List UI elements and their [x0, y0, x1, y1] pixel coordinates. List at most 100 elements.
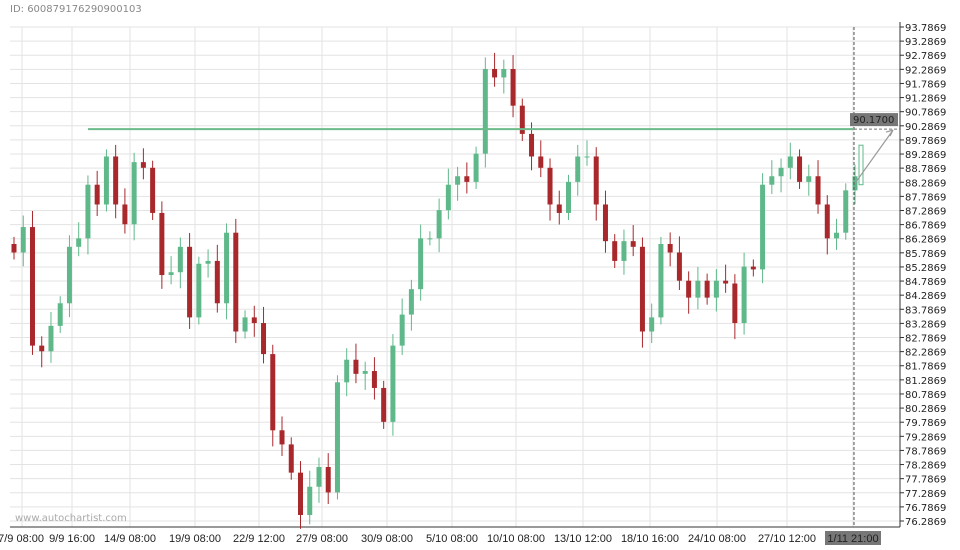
x-tick-label: 30/9 08:00: [361, 533, 413, 545]
y-tick-label: 78.2869: [905, 461, 946, 472]
y-tick-label: 80.7869: [905, 390, 946, 401]
candle-body: [732, 283, 738, 324]
y-tick-label: 80.2869: [905, 404, 946, 415]
resistance-label: 90.1700: [853, 115, 894, 126]
y-tick-label: 81.2869: [905, 376, 946, 387]
y-tick-label: 82.7869: [905, 334, 946, 345]
x-tick-label: 10/10 08:00: [487, 533, 545, 545]
candle-body: [353, 359, 359, 374]
candle-body: [538, 156, 544, 168]
x-tick-label: 27/9 08:00: [296, 533, 348, 545]
y-tick-label: 92.2869: [905, 65, 946, 76]
candle-body: [399, 314, 405, 346]
y-tick-label: 84.7869: [905, 277, 946, 288]
x-tick-label: 19/9 08:00: [169, 533, 221, 545]
candle-body: [686, 280, 692, 298]
current-time-badge: [825, 531, 881, 545]
candle-body: [122, 204, 128, 225]
candle-body: [39, 345, 45, 352]
y-tick-label: 76.7869: [905, 503, 946, 514]
candle-body: [584, 156, 590, 158]
candle-body: [566, 181, 572, 213]
candle-body: [205, 260, 211, 264]
x-tick-label: 22/9 12:00: [233, 533, 285, 545]
y-tick-label: 87.2869: [905, 206, 946, 217]
x-tick-label: 14/9 08:00: [104, 533, 156, 545]
y-tick-label: 88.2869: [905, 178, 946, 189]
candle-body: [362, 371, 368, 374]
candle-body: [168, 272, 174, 276]
candle-body: [797, 156, 803, 182]
x-tick-label: 18/10 16:00: [621, 533, 679, 545]
candle-body: [427, 238, 433, 240]
arrow-head-icon: [885, 129, 894, 137]
candle-body: [621, 241, 627, 261]
candle-body: [307, 486, 313, 515]
candle-body: [482, 68, 488, 154]
candle-body: [390, 345, 396, 422]
y-tick-label: 93.2869: [905, 37, 946, 48]
y-tick-label: 88.7869: [905, 164, 946, 175]
y-tick-label: 92.7869: [905, 51, 946, 62]
candle-body: [270, 354, 276, 431]
candle-body: [242, 317, 248, 332]
candle-body: [344, 359, 350, 383]
candle-body: [48, 325, 54, 352]
candle-body: [529, 133, 535, 157]
candle-body: [85, 184, 91, 239]
candle-body: [251, 317, 257, 324]
y-tick-label: 91.7869: [905, 79, 946, 90]
candle-body: [602, 204, 608, 242]
forecast-arrow: [854, 129, 894, 184]
candle-body: [667, 243, 673, 253]
candle-body: [639, 246, 645, 332]
candle-body: [760, 184, 766, 270]
y-tick-label: 82.2869: [905, 348, 946, 359]
x-tick-label: 24/10 08:00: [688, 533, 746, 545]
candle-body: [741, 266, 747, 324]
candle-body: [630, 241, 636, 247]
candle-body: [723, 280, 729, 284]
candle-body: [150, 167, 156, 213]
y-tick-label: 77.7869: [905, 475, 946, 486]
candle-body: [815, 176, 821, 205]
y-tick-label: 93.7869: [905, 23, 946, 34]
candle-body: [510, 68, 516, 106]
y-tick-label: 87.7869: [905, 192, 946, 203]
y-tick-label: 84.2869: [905, 291, 946, 302]
candle-body: [501, 68, 507, 78]
forecast-candle: [858, 144, 864, 186]
x-tick-label: 1/11 21:00: [827, 533, 878, 545]
candle-body: [519, 105, 525, 134]
candle-body: [834, 232, 840, 239]
y-tick-label: 79.2869: [905, 432, 946, 443]
candle-body: [334, 382, 340, 493]
candle-body: [196, 263, 202, 318]
candle-body: [57, 303, 63, 326]
candle-body: [233, 232, 239, 332]
candle-body: [778, 167, 784, 177]
candle-body: [547, 167, 553, 205]
candle-body: [325, 466, 331, 493]
candle-body: [113, 156, 119, 205]
watermark: www.autochartist.com: [15, 513, 127, 524]
candle-body: [261, 323, 267, 355]
y-tick-label: 90.7869: [905, 108, 946, 119]
y-tick-label: 91.2869: [905, 94, 946, 105]
y-tick-label: 77.2869: [905, 489, 946, 500]
y-tick-label: 85.7869: [905, 249, 946, 260]
candle-body: [455, 176, 461, 185]
x-tick-label: 27/10 12:00: [758, 533, 816, 545]
y-tick-label: 76.2869: [905, 517, 946, 528]
candle-body: [806, 176, 812, 182]
candle-body: [676, 252, 682, 281]
chart-id: ID: 600879176290900103: [10, 4, 142, 15]
candle-body: [11, 243, 17, 253]
y-tick-label: 86.2869: [905, 235, 946, 246]
candle-body: [824, 204, 830, 239]
x-tick-label: 9/9 16:00: [49, 533, 95, 545]
y-tick-label: 79.7869: [905, 418, 946, 429]
x-tick-label: 5/10 08:00: [426, 533, 478, 545]
y-tick-label: 81.7869: [905, 362, 946, 373]
